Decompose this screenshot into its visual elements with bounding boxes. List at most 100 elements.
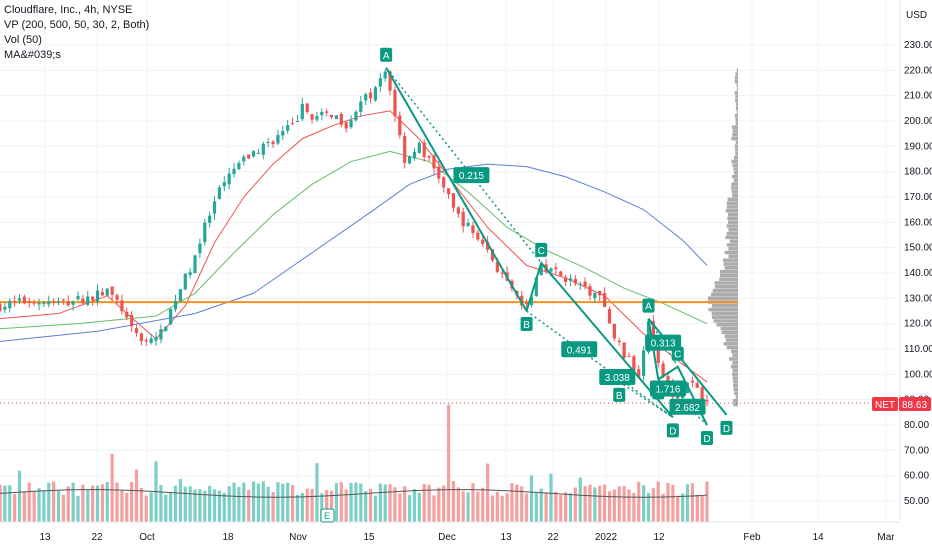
candle-body <box>286 125 290 131</box>
volume-bar <box>437 487 441 522</box>
legend-volume[interactable]: Vol (50) <box>4 34 42 46</box>
pattern-leg <box>657 365 679 381</box>
volume-bar <box>461 491 465 522</box>
volume-bar <box>281 483 285 522</box>
candle-body <box>329 114 334 118</box>
candle-body <box>471 225 475 234</box>
price-tick-label: 120.00 <box>904 319 932 330</box>
price-tick-label: 110.00 <box>904 344 932 355</box>
candle-body <box>91 296 95 301</box>
volume-bar <box>27 482 31 522</box>
time-tick-label: 12 <box>653 532 665 543</box>
volume-bar <box>61 494 65 522</box>
candle-body <box>407 156 412 164</box>
candle-body <box>661 363 665 377</box>
volume-bar <box>485 463 490 522</box>
time-tick-label: Dec <box>438 532 456 543</box>
candle-body <box>22 296 26 304</box>
volume-bar <box>700 495 704 522</box>
volume-profile-bar <box>733 387 738 392</box>
candle-body <box>559 271 563 276</box>
volume-profile-bar <box>733 402 738 407</box>
volume-bar <box>130 481 134 522</box>
pattern-point-marker <box>642 298 655 313</box>
volume-bar <box>159 484 163 522</box>
volume-bar <box>42 490 46 522</box>
candle-body <box>276 134 280 144</box>
candle-body <box>632 356 636 370</box>
volume-bar <box>344 489 348 522</box>
volume-bar <box>125 492 129 522</box>
price-axis[interactable]: 230.00 220.00 210.00 200.00 190.00 180.00 170.… <box>904 40 932 507</box>
volume-bar <box>232 482 236 522</box>
candle-body <box>539 264 543 276</box>
candle-body <box>212 201 217 214</box>
candle-body <box>232 168 236 174</box>
volume-profile-bar <box>729 239 738 243</box>
volume-bar <box>520 486 524 522</box>
time-tick-label: 14 <box>812 532 824 543</box>
volume-profile-bar <box>726 231 738 236</box>
volume-profile-bar <box>716 323 738 327</box>
volume-bar <box>203 490 207 522</box>
ratio-label: 1.716 <box>655 385 680 396</box>
volume-bar <box>56 490 61 522</box>
volume-bar <box>378 483 382 522</box>
pattern-leg <box>526 310 674 419</box>
volume-bar <box>32 491 36 522</box>
volume-bar <box>612 489 616 522</box>
volume-profile-bar <box>733 167 738 171</box>
candle-body <box>125 311 129 318</box>
candle-body <box>95 290 100 302</box>
volume-bar <box>178 479 183 522</box>
candle-body <box>144 339 148 342</box>
volume-bar <box>320 493 324 522</box>
volume-bar <box>359 483 363 522</box>
volume-bar <box>427 484 431 522</box>
pattern-point-label: D <box>703 434 710 445</box>
candle-body <box>700 387 704 403</box>
volume-bar <box>139 488 143 522</box>
legend-symbol[interactable]: Cloudflare, Inc., 4h, NYSE <box>4 4 133 16</box>
candle-body <box>193 255 197 274</box>
candle-body <box>198 243 202 254</box>
candle-body <box>573 278 577 284</box>
volume-profile-bar <box>719 269 738 274</box>
candle-body <box>554 267 558 270</box>
price-tick-label: 80.00 <box>904 420 929 431</box>
candle-body <box>110 286 114 295</box>
candle-body <box>130 314 134 327</box>
volume-profile-bar <box>731 349 738 354</box>
volume-bar <box>656 481 660 522</box>
volume-bar <box>651 488 655 522</box>
volume-bar <box>222 492 226 522</box>
volume-bar <box>564 492 568 522</box>
indicator-badge[interactable]: E <box>320 508 335 523</box>
ma-line <box>0 110 708 383</box>
volume-bar <box>329 490 334 522</box>
volume-profile-bar <box>725 338 738 342</box>
volume-bar <box>105 481 109 522</box>
volume-bar <box>573 487 577 522</box>
candle-body <box>705 399 709 402</box>
volume-profile-bar <box>708 296 738 300</box>
volume-bar <box>188 486 192 522</box>
candle-body <box>481 239 485 244</box>
volume-bar <box>685 484 690 522</box>
legend-volume-profile[interactable]: VP (200, 500, 50, 30, 2, Both) <box>4 19 150 31</box>
legend-moving-averages[interactable]: MA&#039;s <box>4 49 61 61</box>
volume-bar <box>554 491 558 522</box>
time-axis[interactable]: 13 22 Oct 18 Nov 15 Dec 13 22 2022 12 Feb 14 Mar <box>39 532 895 543</box>
candle-body <box>154 337 158 341</box>
pattern-point-label: C <box>538 246 545 257</box>
volume-ma-line <box>0 489 708 498</box>
candle-body <box>169 309 173 325</box>
candle-body <box>466 222 470 226</box>
candle-body <box>256 153 261 155</box>
time-tick-label: 22 <box>91 532 103 543</box>
volume-bar <box>120 490 124 522</box>
volume-profile-bar <box>732 399 738 403</box>
volume-bar <box>598 485 602 522</box>
volume-bar <box>505 493 509 522</box>
